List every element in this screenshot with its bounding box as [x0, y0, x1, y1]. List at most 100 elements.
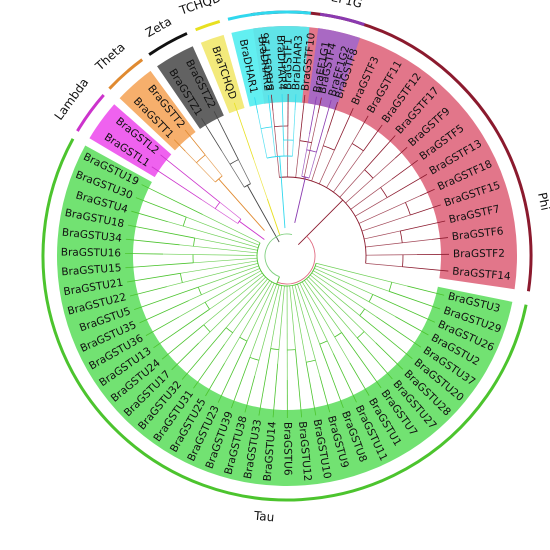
tree-branch: [125, 253, 164, 255]
tree-branch: [399, 230, 403, 243]
tree-branch: [201, 118, 222, 151]
tree-branch: [319, 375, 331, 413]
clade-bands: [57, 25, 517, 486]
tree-branch: [196, 154, 206, 163]
leaf-label: BraGSTU14: [262, 421, 279, 482]
tree-branch: [327, 101, 338, 133]
tree-branch: [193, 343, 225, 389]
leaf-label: BraGSTF6: [451, 225, 504, 243]
group-label-tau: Tau: [252, 509, 274, 525]
tree-branch: [359, 308, 366, 316]
tree-branch: [270, 348, 279, 351]
tree-branch: [180, 260, 258, 274]
tree-branch: [294, 94, 297, 111]
tree-branch: [311, 132, 328, 182]
leaf-label: BraDHAR3: [290, 35, 305, 91]
tree-branch: [238, 159, 251, 184]
tree-branch: [173, 139, 186, 152]
tree-branch: [185, 150, 216, 183]
tree-branch: [153, 308, 210, 349]
tree-branch: [270, 94, 274, 111]
tree-branch: [272, 363, 279, 418]
leaf-label: BraGSTU15: [61, 262, 122, 278]
leaf-label: BraGSTU6: [281, 422, 293, 476]
group-label-zeta: Zeta: [143, 14, 174, 40]
tree-branch: [239, 220, 265, 240]
tree-branch: [356, 337, 393, 380]
tree-branch: [395, 147, 408, 159]
tree-branch: [193, 257, 258, 264]
clade-ring-lambda: [76, 93, 105, 132]
tree-branch: [294, 284, 321, 376]
tree-branch: [246, 283, 275, 342]
tree-branch: [402, 254, 404, 267]
tree-branch: [209, 272, 263, 310]
tree-branch: [239, 336, 248, 342]
tree-branch: [405, 202, 411, 216]
tree-branch: [221, 150, 245, 188]
tree-branch: [179, 244, 258, 254]
tree-branch: [281, 94, 284, 141]
tree-branch: [323, 145, 335, 151]
tree-branch: [260, 126, 272, 130]
tree-branch: [355, 197, 388, 217]
tree-branch: [388, 290, 441, 310]
tree-branch: [358, 195, 421, 224]
tree-branch: [297, 199, 344, 245]
clade-band-tau: [57, 145, 513, 486]
tree-branch: [249, 284, 278, 358]
tree-branch: [201, 199, 238, 224]
tree-branch: [364, 169, 374, 179]
tree-branch: [193, 237, 196, 247]
tree-branch: [356, 331, 365, 339]
tree-branch: [345, 157, 396, 204]
tree-branch: [359, 315, 413, 359]
tree-branch: [254, 97, 259, 114]
tree-branch: [225, 327, 233, 334]
tree-branch: [277, 285, 285, 364]
tree-branch: [141, 184, 203, 215]
clade-ring-theta: [108, 58, 144, 90]
tree-branch: [339, 169, 365, 198]
tree-branch: [295, 349, 303, 418]
clade-ring-ef1g: [319, 12, 365, 27]
tree-branch: [267, 95, 273, 127]
tree-branch: [271, 126, 276, 157]
group-label-ef1g: EF1G: [330, 0, 364, 11]
tree-branch: [368, 294, 374, 303]
leaf-label: BraGSTF16: [259, 32, 277, 92]
leaf-label: BraGSTF14: [452, 265, 512, 282]
clade-band-dhar: [231, 25, 310, 107]
tree-branch: [419, 188, 435, 197]
tree-branch: [229, 159, 239, 165]
tree-branch: [402, 266, 449, 272]
tree-branch: [129, 286, 167, 297]
tree-branch: [160, 154, 221, 203]
tree-branch: [319, 340, 328, 345]
tree-branch: [218, 178, 265, 231]
tree-branch: [161, 324, 204, 360]
tree-branch: [244, 375, 256, 413]
tree-branch: [289, 285, 296, 350]
tree-branch: [315, 265, 390, 292]
tree-branch: [204, 154, 223, 177]
tree-branch: [276, 276, 280, 285]
tree-branch: [171, 342, 200, 371]
tree-branch: [306, 149, 317, 153]
tree-branch: [386, 174, 428, 198]
tree-branch: [376, 316, 422, 348]
tree-branch: [188, 268, 260, 301]
tree-branch: [334, 107, 354, 151]
tree-branch: [139, 300, 189, 324]
tree-branch: [127, 224, 195, 239]
clade-band-zeta: [157, 46, 224, 129]
tree-branch: [351, 143, 364, 152]
group-label-tchqd: TCHQD: [177, 0, 223, 18]
group-label-dhar: DHAR: [250, 0, 286, 2]
tree-branch: [333, 150, 364, 193]
tree-branch: [213, 111, 239, 160]
tree-branch: [258, 348, 272, 416]
clade-band-theta: [119, 70, 196, 151]
tree-branch: [167, 221, 259, 249]
